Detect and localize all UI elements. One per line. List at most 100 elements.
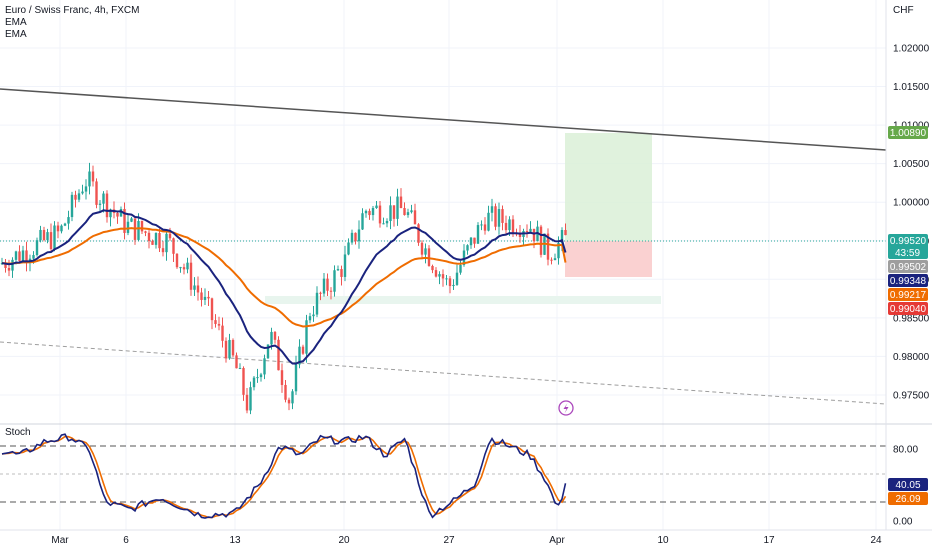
candle-body: [210, 298, 214, 321]
symbol-title[interactable]: Euro / Swiss Franc, 4h, FXCM: [5, 5, 140, 16]
candle-body: [483, 224, 487, 231]
candle-body: [175, 253, 179, 268]
candle-body: [182, 267, 186, 270]
stop-badge-text: 0.99040: [890, 304, 927, 315]
candle-body: [553, 258, 557, 261]
ema-legend-1[interactable]: EMA: [5, 17, 27, 28]
candle-body: [39, 229, 42, 241]
ema-fast-badge: 0.99348: [888, 274, 928, 287]
candle-body: [63, 223, 67, 226]
candle-body: [539, 226, 543, 255]
candle-body: [74, 194, 77, 200]
time-tick-label: Mar: [51, 535, 69, 546]
candle-body: [161, 248, 165, 253]
candle-body: [441, 274, 445, 279]
candle-body: [343, 254, 347, 277]
candle-body: [357, 229, 361, 242]
candle-body: [382, 223, 385, 225]
stoch-axis[interactable]: 80.00 0.00: [893, 445, 918, 528]
candle-body: [301, 346, 305, 354]
candle-body: [490, 206, 494, 213]
candle-body: [151, 241, 154, 245]
candle-body: [109, 209, 112, 218]
candle-body: [312, 314, 315, 317]
price-tick-label: 0.98000: [893, 352, 930, 363]
candle-body: [354, 232, 357, 242]
candle-body: [511, 219, 515, 234]
candle-body: [49, 232, 53, 250]
candle-body: [497, 209, 501, 227]
price-tick-label: 1.02000: [893, 44, 930, 55]
candle-body: [91, 171, 95, 182]
price-tick-label: 1.01500: [893, 82, 930, 93]
candle-body: [14, 251, 18, 260]
candle-body: [130, 218, 133, 222]
stoch-k-badge-bg: [888, 478, 928, 491]
candle-body: [462, 250, 466, 265]
candle-body: [266, 344, 270, 359]
candle-body: [434, 270, 438, 277]
candle-body: [308, 316, 312, 321]
candle-body: [427, 248, 431, 266]
support-zone: [265, 296, 661, 304]
candle-body: [186, 262, 189, 270]
candle-body: [67, 217, 70, 224]
candle-body: [224, 340, 228, 359]
candle-body: [123, 208, 126, 233]
stoch-indicator-label[interactable]: Stoch: [5, 427, 31, 438]
candle-body: [392, 205, 396, 219]
price-tick-label: 0.98500: [893, 313, 930, 324]
candle-body: [98, 203, 102, 205]
stoch-d-line: [1, 435, 567, 519]
stoch-d-badge: 26.09: [888, 492, 928, 505]
candle-body: [368, 210, 371, 216]
candle-body: [452, 284, 455, 287]
stoch-tick-label: 80.00: [893, 445, 918, 456]
candle-body: [406, 212, 410, 216]
lightning-bolt: [563, 403, 569, 414]
time-axis[interactable]: Mar 6 13 20 27 Apr 10 17 24: [51, 535, 882, 546]
candle-body: [105, 193, 109, 218]
candle-body: [294, 364, 298, 392]
candle-body: [424, 248, 427, 255]
entry-badge-text: 0.99502: [890, 262, 927, 273]
candle-body: [305, 320, 308, 354]
price-tick-label: 1.00500: [893, 159, 930, 170]
candle-body: [546, 233, 550, 260]
ema-slow-badge-text: 0.99217: [890, 290, 927, 301]
candle-body: [508, 219, 511, 231]
candle-body: [396, 196, 399, 219]
candle-body: [560, 229, 564, 243]
candle-body: [280, 370, 284, 385]
candle-body: [420, 242, 424, 255]
candle-body: [18, 251, 21, 262]
candle-body: [154, 232, 158, 245]
stoch-d-badge-text: 26.09: [895, 494, 920, 505]
candle-body: [298, 346, 301, 365]
candle-body: [487, 212, 490, 231]
event-marker[interactable]: [558, 400, 574, 416]
candle-body: [179, 267, 182, 269]
candle-body: [11, 259, 14, 271]
candle-body: [459, 264, 462, 273]
candle-body: [81, 191, 84, 194]
candle-body: [399, 196, 403, 209]
candle-body: [550, 259, 553, 261]
candle-body: [119, 208, 123, 217]
candle-body: [189, 262, 193, 290]
candle-body: [203, 296, 207, 300]
entry-badge-bg: [888, 260, 928, 273]
price-axis[interactable]: 1.020001.015001.010001.005001.000000.995…: [893, 44, 930, 402]
candle-body: [532, 228, 536, 242]
candle-body: [350, 232, 354, 243]
ema-fast-badge-bg: [888, 274, 928, 287]
ema-legend-2[interactable]: EMA: [5, 29, 27, 40]
candle-body: [228, 339, 231, 359]
candle-body: [60, 225, 63, 232]
candle-body: [385, 221, 389, 224]
ema-slow-badge-bg: [888, 288, 928, 301]
chart-grid: [0, 0, 886, 530]
chart-legend[interactable]: Euro / Swiss Franc, 4h, FXCM EMA EMA: [5, 5, 139, 41]
candle-body: [431, 265, 434, 271]
